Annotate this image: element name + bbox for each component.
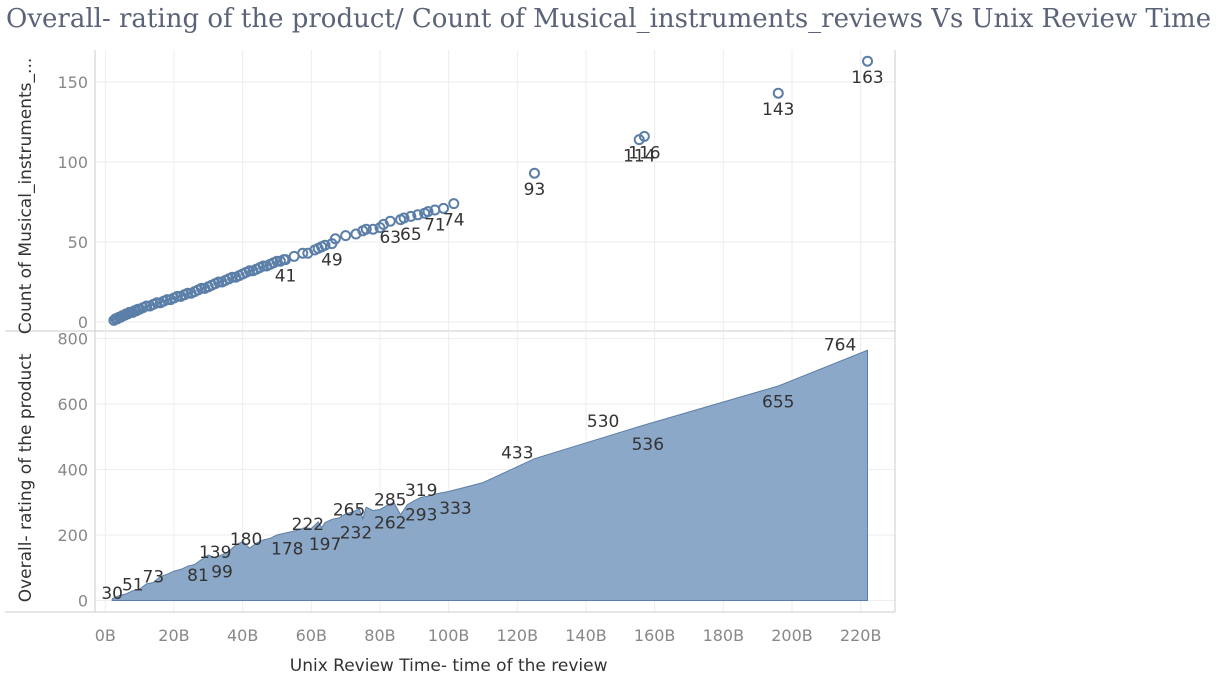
area-data-label: 81 [187,566,209,586]
x-tick-label: 100B [428,626,470,645]
area-data-label: 285 [374,491,406,511]
scatter-data-label: 65 [400,225,422,245]
area-data-label: 51 [122,576,144,596]
x-tick-label: 120B [497,626,539,645]
y-tick-label-bottom: 0 [78,592,88,611]
area-data-label: 30 [101,584,123,604]
scatter-data-label: 74 [443,211,465,231]
x-tick-label: 180B [703,626,745,645]
scatter-point [161,294,173,306]
scatter-point [213,276,225,288]
scatter-data-label: 71 [424,215,446,235]
y-axis-title-bottom: Overall- rating of the product [16,353,36,602]
scatter-point [638,130,650,142]
x-tick-label: 160B [634,626,676,645]
scatter-point [412,209,424,221]
area-data-label: 180 [230,530,262,550]
scatter-data-label: 93 [524,180,546,200]
scatter-point [226,271,238,283]
x-tick-label: 20B [158,626,189,645]
area-data-label: 197 [309,535,341,555]
scatter-point [195,282,207,294]
scatter-point [384,215,396,227]
area-data-label: 99 [211,563,233,583]
x-tick-label: 200B [771,626,813,645]
area-data-label: 232 [340,523,372,543]
area-data-label: 530 [587,412,619,432]
scatter-point [151,297,163,309]
scatter-point [405,210,417,222]
scatter-point [772,87,784,99]
chart-title: Overall- rating of the product/ Count of… [6,4,1212,34]
area-data-label: 433 [501,444,533,464]
scatter-point [437,202,449,214]
area-data-label: 319 [405,481,437,501]
scatter-point [862,55,874,67]
scatter-point [422,206,434,218]
y-tick-label-bottom: 600 [57,395,88,414]
area-data-label: 655 [762,392,794,412]
scatter-data-label: 143 [762,100,794,120]
area-data-label: 178 [271,540,303,560]
area-data-label: 764 [824,335,856,355]
scatter-point [398,212,410,224]
scatter-point [528,167,540,179]
scatter-point [448,198,460,210]
scatter-point [244,265,256,277]
scatter-point [367,223,379,235]
scatter-point [182,287,194,299]
scatter-point [340,230,352,242]
y-tick-label-bottom: 400 [57,461,88,480]
y-axis-title-top: Count of Musical_instruments_... [16,58,36,335]
x-tick-label: 0B [95,626,116,645]
y-tick-label-top: 50 [68,233,88,252]
x-tick-label: 60B [296,626,327,645]
area-series [111,349,868,601]
scatter-point [171,290,183,302]
scatter-data-label: 49 [321,251,343,271]
x-axis-title: Unix Review Time- time of the review [290,656,608,676]
area-data-label: 139 [199,543,231,563]
area-data-label: 293 [405,505,437,525]
y-tick-label-top: 150 [57,73,88,92]
scatter-data-label: 41 [275,267,297,287]
scatter-data-label: 114 [623,147,655,167]
scatter-data-label: 116 [628,143,660,163]
scatter-data-label: 163 [851,68,883,88]
x-tick-label: 80B [364,626,395,645]
area-data-label: 73 [143,568,165,588]
x-tick-label: 220B [840,626,882,645]
y-tick-label-top: 0 [78,313,88,332]
x-tick-label: 40B [227,626,258,645]
scatter-point [329,233,341,245]
scatter-point [141,300,153,312]
area-data-label: 536 [632,435,664,455]
scatter-point [297,247,309,259]
y-tick-label-bottom: 800 [57,330,88,349]
y-tick-label-top: 100 [57,153,88,172]
area-data-label: 222 [292,515,324,535]
scatter-point [319,239,331,251]
area-data-label: 262 [374,513,406,533]
area-data-label: 333 [439,499,471,519]
scatter-point [257,260,269,272]
x-tick-label: 140B [565,626,607,645]
y-tick-label-bottom: 200 [57,526,88,545]
scatter-data-label: 63 [379,228,401,248]
area-data-label: 265 [333,500,365,520]
scatter-point [360,223,372,235]
